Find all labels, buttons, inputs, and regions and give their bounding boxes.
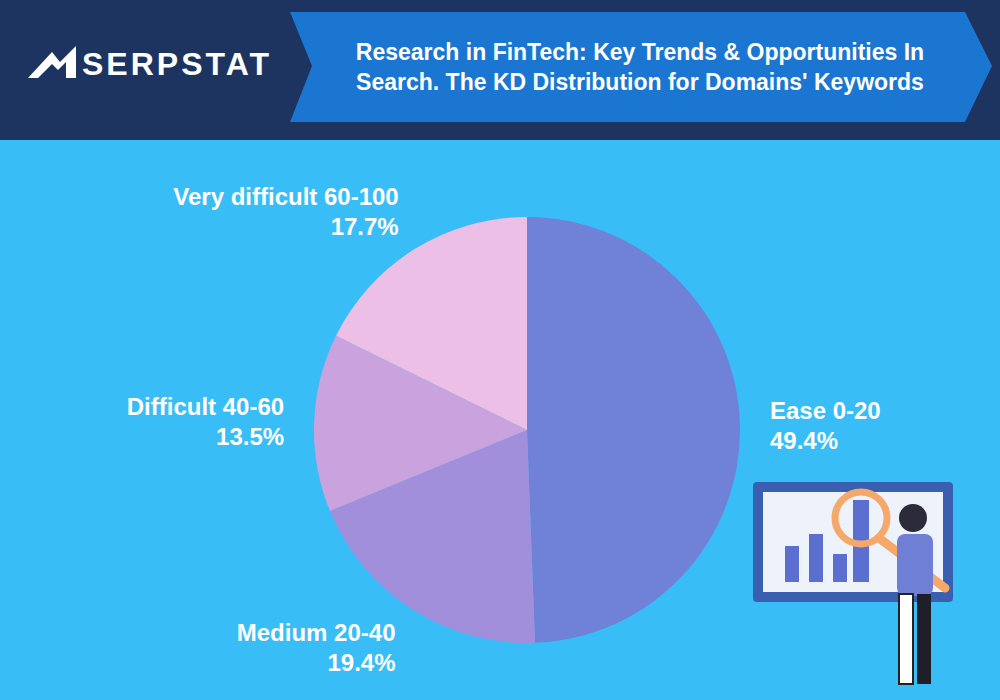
svg-text:Medium 20-40: Medium 20-40 — [237, 619, 396, 646]
svg-text:Very difficult 60-100: Very difficult 60-100 — [173, 183, 398, 210]
svg-text:Difficult 40-60: Difficult 40-60 — [127, 393, 284, 420]
svg-text:Ease 0-20: Ease 0-20 — [770, 397, 881, 424]
svg-text:13.5%: 13.5% — [216, 423, 284, 450]
svg-text:17.7%: 17.7% — [331, 213, 399, 240]
svg-text:49.4%: 49.4% — [770, 427, 838, 454]
svg-text:19.4%: 19.4% — [327, 649, 395, 676]
html-text:Research in FinTech: Key Trend: Research in FinTech: Key Trends & Opport… — [355, 39, 925, 95]
html-text:SERPSTAT: SERPSTAT — [82, 46, 272, 82]
